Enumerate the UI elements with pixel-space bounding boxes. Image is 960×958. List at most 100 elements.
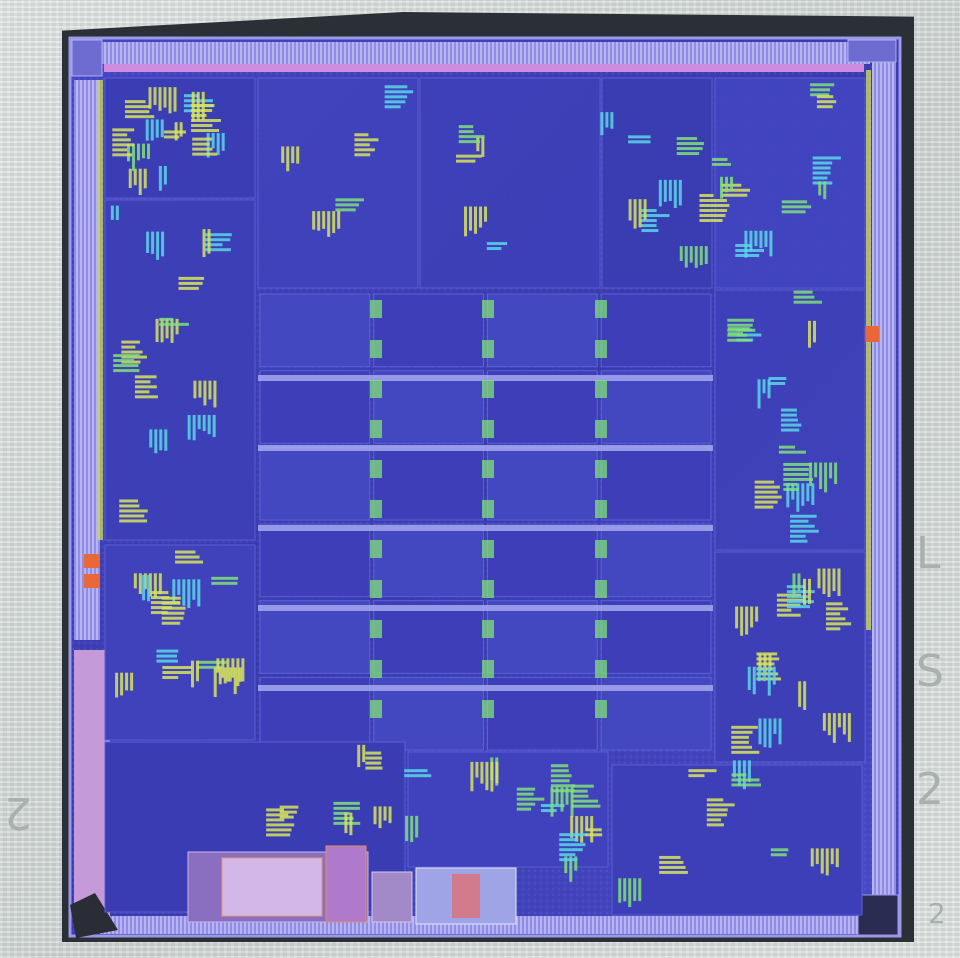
cell-cluster (735, 254, 760, 258)
cell-cluster (778, 445, 796, 449)
cell-cluster (495, 761, 499, 784)
array-connector (482, 700, 494, 718)
cell-cluster (241, 658, 245, 682)
cell-cluster (668, 179, 672, 201)
cell-cluster (163, 87, 167, 108)
cell-cluster (610, 112, 614, 129)
cell-cluster (126, 143, 130, 162)
cell-cluster (317, 211, 321, 231)
cell-cluster (212, 414, 216, 438)
cell-cluster (455, 154, 482, 158)
cell-cluster (819, 462, 823, 490)
cell-cluster (333, 816, 354, 820)
cell-cluster (605, 112, 609, 128)
cell-cluster (211, 133, 215, 149)
cell-cluster (327, 211, 331, 237)
cell-cluster (202, 229, 206, 258)
cell-cluster (384, 95, 408, 99)
cell-cluster (550, 789, 575, 793)
cell-cluster (164, 429, 168, 451)
cell-cluster (335, 198, 364, 202)
cell-cluster (676, 142, 704, 146)
cell-cluster (684, 246, 688, 268)
cell-cluster (266, 833, 291, 837)
cell-cluster (405, 815, 409, 842)
array-connector (482, 300, 494, 318)
cell-cluster (699, 213, 726, 217)
cell-cluster (213, 667, 217, 697)
cell-cluster (628, 878, 632, 908)
cell-cluster (154, 429, 158, 454)
test-pad-left-2 (84, 574, 100, 588)
cell-cluster (776, 613, 801, 617)
cell-cluster (699, 203, 730, 207)
cell-cluster (404, 774, 432, 778)
cell-cluster (162, 676, 179, 680)
cell-cluster (824, 462, 828, 493)
cell-cluster (196, 660, 200, 682)
cell-cluster (754, 490, 778, 494)
test-pad-right (863, 326, 879, 342)
cell-cluster (192, 152, 218, 156)
background-glyph-2a: 2 (916, 764, 944, 815)
cell-cluster (776, 608, 792, 612)
corner-top-right (847, 39, 897, 63)
cell-cluster (699, 246, 703, 266)
cell-cluster (119, 509, 148, 513)
cell-cluster (150, 591, 169, 595)
cell-cluster (113, 364, 139, 368)
cell-cluster (820, 848, 824, 874)
cell-cluster (124, 105, 150, 109)
array-tile (600, 523, 712, 598)
cell-cluster (175, 318, 179, 335)
cell-cluster (266, 808, 285, 812)
cell-cluster (571, 784, 594, 788)
cell-cluster (731, 735, 749, 739)
cell-cluster (786, 585, 805, 589)
test-pad-left-1 (84, 554, 100, 568)
cell-cluster (143, 573, 147, 590)
cell-cluster (161, 596, 181, 600)
cell-cluster (822, 713, 826, 731)
cell-cluster (559, 838, 579, 842)
cell-cluster (780, 423, 802, 427)
cell-cluster (816, 105, 833, 109)
cell-cluster (802, 578, 806, 605)
cell-cluster (216, 133, 220, 156)
cell-cluster (806, 483, 810, 502)
cell-cluster (793, 300, 823, 304)
cell-cluster (191, 109, 213, 113)
cell-cluster (362, 744, 366, 763)
cell-cluster (147, 574, 151, 602)
cell-cluster (837, 713, 841, 728)
array-tile (487, 293, 598, 368)
cell-cluster (758, 718, 762, 745)
cell-cluster (354, 143, 370, 147)
cell-cluster (747, 760, 751, 783)
cell-cluster (704, 246, 708, 265)
cell-cluster (120, 672, 124, 696)
cell-cluster (119, 499, 139, 503)
cell-cluster (148, 87, 152, 109)
cell-cluster (197, 579, 201, 607)
cell-cluster (161, 611, 185, 615)
cell-cluster (354, 133, 369, 137)
cell-cluster (266, 823, 295, 827)
cell-cluster (792, 573, 796, 598)
cell-cluster (133, 168, 137, 186)
cell-cluster (731, 773, 747, 777)
cell-cluster (218, 667, 222, 685)
cell-cluster (559, 843, 586, 847)
cell-cluster (550, 787, 554, 817)
cell-cluster (790, 534, 806, 538)
corner-bottom-right (857, 894, 899, 936)
cell-cluster (659, 860, 684, 864)
cell-cluster (565, 787, 569, 805)
cell-cluster (384, 85, 408, 89)
cell-cluster (756, 672, 779, 676)
cell-cluster (768, 376, 787, 380)
cell-cluster (155, 318, 159, 343)
cell-cluster (731, 740, 749, 744)
cell-cluster (121, 345, 136, 349)
cell-cluster (571, 804, 601, 808)
